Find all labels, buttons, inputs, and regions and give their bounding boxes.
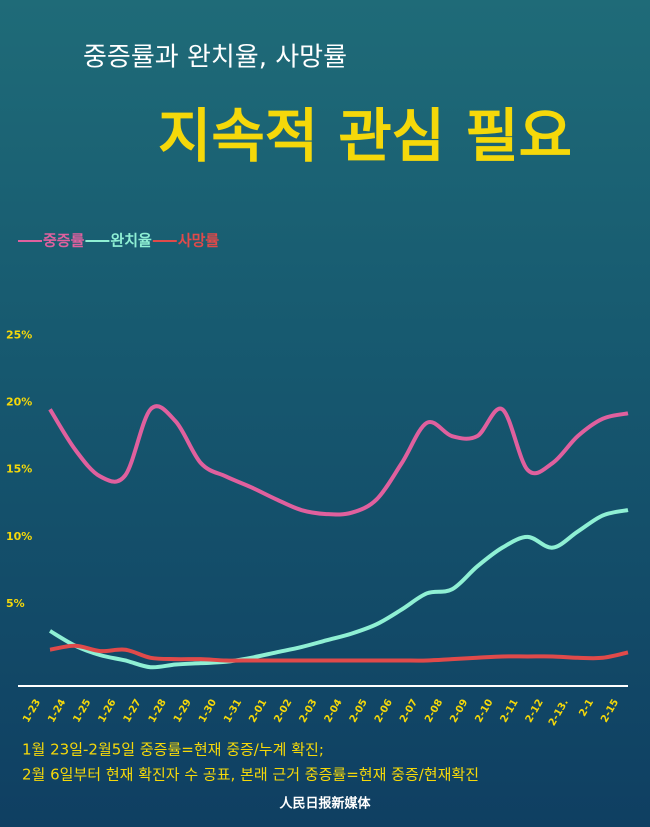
series-line: [48, 508, 629, 670]
x-tick-label: 2-05: [348, 697, 370, 724]
x-tick-label: 2-12: [524, 697, 546, 724]
x-tick-label: 1-23: [21, 697, 43, 724]
chart-subtitle: 지속적 관심 필요: [158, 102, 572, 170]
x-tick-label: 1-26: [97, 697, 119, 724]
chart-title: 중증률과 완치율, 사망률: [83, 43, 347, 73]
y-tick-label: 10%: [6, 530, 32, 543]
x-tick-label: 1-29: [172, 697, 194, 724]
y-tick-label: 25%: [6, 328, 32, 341]
series-line: [49, 643, 629, 663]
x-tick-label: 2-02: [272, 697, 294, 724]
y-tick-label: 15%: [6, 463, 32, 476]
x-tick-label: 2-08: [423, 697, 445, 724]
x-tick-label: 2-10: [474, 697, 496, 724]
note: 1월 23일-2월5일 중증률=현재 중증/누계 확진;: [22, 741, 324, 759]
x-tick-label: 1-28: [147, 697, 169, 724]
x-tick-label: 2-11: [499, 697, 521, 724]
x-tick-label: 2-07: [398, 697, 420, 724]
x-tick-label: 1-27: [122, 697, 144, 724]
source: 人民日报新媒体: [279, 796, 371, 812]
x-tick-label: 1-24: [46, 697, 68, 724]
legend-label: 완치율: [110, 232, 152, 250]
x-tick-label: 2-15: [599, 697, 621, 724]
x-tick-label: 2-01: [247, 697, 269, 724]
note: 2월 6일부터 현재 확진자 수 공표, 본래 근거 중증률=현재 중증/현재확…: [22, 766, 479, 784]
x-tick-label: 1-25: [71, 697, 93, 724]
legend-label: 중증률: [43, 232, 85, 250]
legend-label: 사망률: [178, 232, 220, 250]
x-tick-label: 2-06: [373, 697, 395, 724]
x-tick-label: 2-03: [298, 697, 320, 724]
y-tick-label: 5%: [6, 597, 25, 610]
y-tick-label: 20%: [6, 396, 32, 409]
x-tick-label: 1-31: [222, 697, 244, 724]
x-tick-label: 2-09: [448, 697, 470, 724]
series-line: [48, 404, 629, 517]
x-tick-label: 2-13.: [547, 698, 571, 728]
x-tick-label: 1-30: [197, 697, 219, 724]
x-tick-label: 2-04: [323, 697, 345, 724]
x-tick-label: 2-1: [578, 697, 597, 718]
